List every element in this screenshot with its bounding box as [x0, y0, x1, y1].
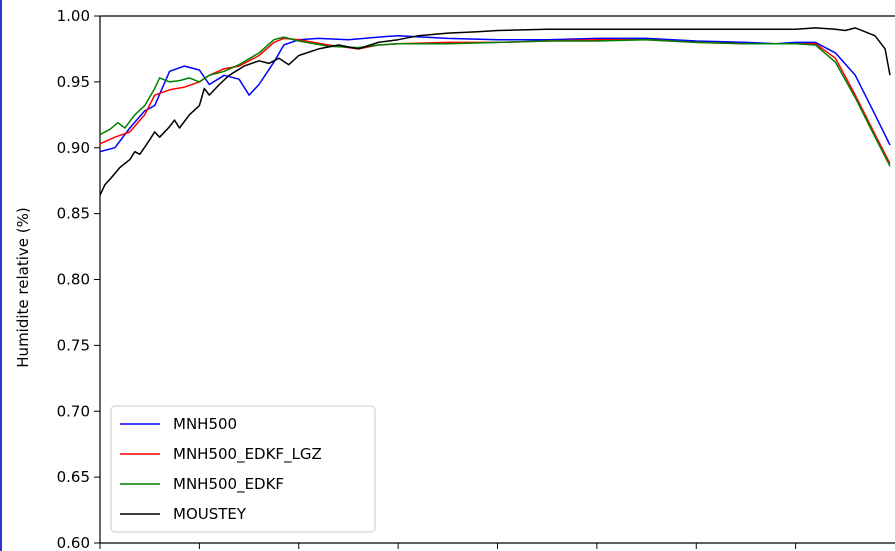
legend: MNH500 MNH500_EDKF_LGZ MNH500_EDKF MOUSTEY [110, 405, 376, 533]
legend-entry: MNH500 [173, 415, 237, 433]
x-axis [99, 543, 797, 549]
y-axis-label: Humidite relative (%) [14, 207, 32, 367]
y-tick-label: 0.90 [57, 139, 90, 157]
y-tick-label: 0.75 [57, 336, 90, 354]
series-line-mnh500-edkf [100, 36, 891, 167]
series-line-moustey [100, 27, 891, 196]
series-layer [100, 27, 891, 196]
legend-entry: MNH500_EDKF_LGZ [173, 445, 322, 464]
series-line-mnh500 [100, 35, 891, 153]
y-tick-label: 0.60 [57, 534, 90, 551]
y-tick-label: 0.95 [57, 73, 90, 91]
y-tick-label: 0.80 [57, 271, 90, 289]
series-line-mnh500-edkf-lgz [100, 37, 891, 164]
left-border-rule [0, 0, 2, 551]
y-tick-label: 0.70 [57, 402, 90, 420]
legend-entry: MNH500_EDKF [173, 475, 284, 494]
y-tick-label: 0.85 [57, 205, 90, 223]
y-tick-label: 1.00 [57, 7, 90, 25]
legend-entry: MOUSTEY [173, 505, 247, 523]
y-axis: 0.60 0.65 0.70 0.75 0.80 0.85 0.90 0.95 1.00 [57, 7, 100, 551]
legend-box [110, 405, 376, 533]
y-tick-label: 0.65 [57, 468, 90, 486]
